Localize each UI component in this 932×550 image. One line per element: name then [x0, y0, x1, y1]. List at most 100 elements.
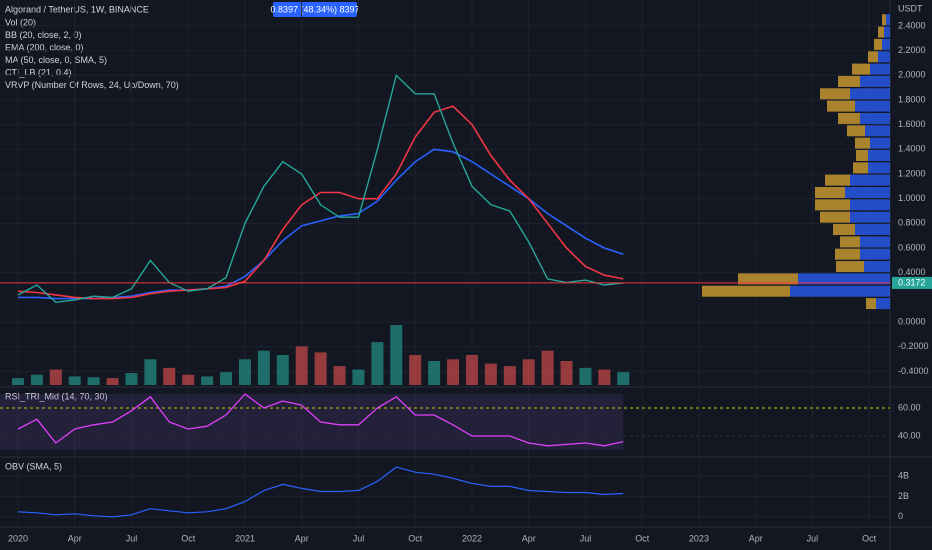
y-tick-label: -0.4000: [898, 366, 929, 376]
profile-up: [852, 63, 870, 75]
profile-down: [860, 75, 890, 87]
profile-up: [815, 199, 850, 211]
volume-bar: [314, 352, 327, 385]
profile-up: [856, 149, 868, 161]
x-tick-label: Apr: [522, 533, 536, 543]
close-line: [17, 73, 624, 304]
y-tick-label: -0.2000: [898, 341, 929, 351]
indicator-label: CTI_LB (21, 0.4): [5, 67, 72, 77]
volume-bar: [125, 373, 138, 385]
rsi-band: [0, 394, 624, 450]
chart-title: Algorand / TetherUS, 1W, BINANCE: [5, 4, 149, 14]
last-price-box: [892, 276, 932, 289]
profile-up: [738, 273, 798, 285]
x-tick-label: 2020: [8, 533, 28, 543]
profile-up: [866, 298, 876, 310]
y-tick-label: 2.2000: [898, 45, 926, 55]
profile-up: [878, 26, 884, 38]
volume-bar: [352, 369, 365, 385]
y-tick-label: 0.8000: [898, 218, 926, 228]
profile-up: [853, 162, 868, 174]
ma-line: [17, 105, 624, 300]
y-tick-label: 0.6000: [898, 242, 926, 252]
profile-down: [878, 51, 890, 63]
x-tick-label: 2021: [235, 533, 255, 543]
volume-bar: [30, 374, 43, 385]
y-tick-label: 1.0000: [898, 193, 926, 203]
profile-down: [860, 248, 890, 260]
indicator-label: MA (50, close, 0, SMA, 5): [5, 55, 107, 65]
volume-bar: [541, 350, 554, 385]
volume-bar: [371, 342, 384, 385]
profile-down: [860, 112, 890, 124]
volume-bar: [333, 366, 346, 385]
profile-down: [850, 88, 890, 100]
rsi-line: [17, 393, 624, 447]
profile-up: [827, 100, 855, 112]
profile-down: [868, 162, 890, 174]
profile-down: [882, 38, 890, 50]
volume-bar: [579, 367, 592, 385]
volume-bar: [447, 359, 460, 385]
profile-up: [847, 125, 865, 137]
unit-label: USDT: [898, 3, 923, 13]
x-tick-label: Oct: [862, 533, 877, 543]
x-tick-label: Oct: [181, 533, 196, 543]
x-tick-label: Apr: [295, 533, 309, 543]
profile-up: [868, 51, 878, 63]
obv-tick-label: 0: [898, 511, 903, 521]
x-tick-label: 2023: [689, 533, 709, 543]
volume-bar: [484, 363, 497, 385]
x-tick-label: Apr: [68, 533, 82, 543]
profile-up: [820, 211, 850, 223]
volume-bar: [182, 374, 195, 385]
y-tick-label: 1.4000: [898, 144, 926, 154]
x-tick-label: Apr: [749, 533, 763, 543]
indicator-label: VRVP (Number Of Rows, 24, Up/Down, 70): [5, 80, 179, 90]
profile-down: [850, 211, 890, 223]
y-tick-label: 2.0000: [898, 70, 926, 80]
volume-bar: [49, 369, 62, 385]
volume-bar: [106, 378, 119, 385]
profile-down: [870, 137, 890, 149]
obv-tick-label: 2B: [898, 491, 909, 501]
volume-bar: [560, 361, 573, 385]
y-tick-label: 1.2000: [898, 168, 926, 178]
rsi-title: RSI_TRI_Mid (14, 70, 30): [5, 391, 108, 401]
volume-bar: [503, 366, 516, 385]
volume-bar: [238, 359, 251, 385]
profile-down: [790, 285, 890, 297]
profile-down: [855, 100, 890, 112]
profile-down: [868, 149, 890, 161]
x-tick-label: 2022: [462, 533, 482, 543]
volume-bar: [428, 361, 441, 385]
indicator-label: EMA (200, close, 0): [5, 42, 84, 52]
profile-down: [855, 224, 890, 236]
profile-up: [874, 38, 882, 50]
y-tick-label: 0.4000: [898, 267, 926, 277]
indicator-label: Vol (20): [5, 17, 36, 27]
y-tick-label: 2.4000: [898, 20, 926, 30]
profile-down: [798, 273, 890, 285]
ema-line: [18, 148, 624, 300]
x-tick-label: Jul: [353, 533, 365, 543]
profile-up: [702, 285, 790, 297]
x-tick-label: Jul: [807, 533, 819, 543]
profile-up: [836, 261, 864, 273]
volume-bar: [68, 376, 81, 385]
profile-up: [855, 137, 870, 149]
profile-up: [838, 75, 860, 87]
volume-bar: [11, 378, 24, 385]
profile-up: [835, 248, 860, 260]
obv-tick-label: 4B: [898, 471, 909, 481]
last-price-label: 0.3172: [898, 277, 926, 287]
obv-line: [17, 466, 624, 518]
volume-bar: [390, 325, 403, 385]
profile-up: [838, 112, 860, 124]
volume-bar: [617, 372, 630, 385]
profile-up: [825, 174, 850, 186]
volume-bar: [598, 369, 611, 385]
volume-bar: [220, 372, 233, 385]
profile-up: [833, 224, 855, 236]
